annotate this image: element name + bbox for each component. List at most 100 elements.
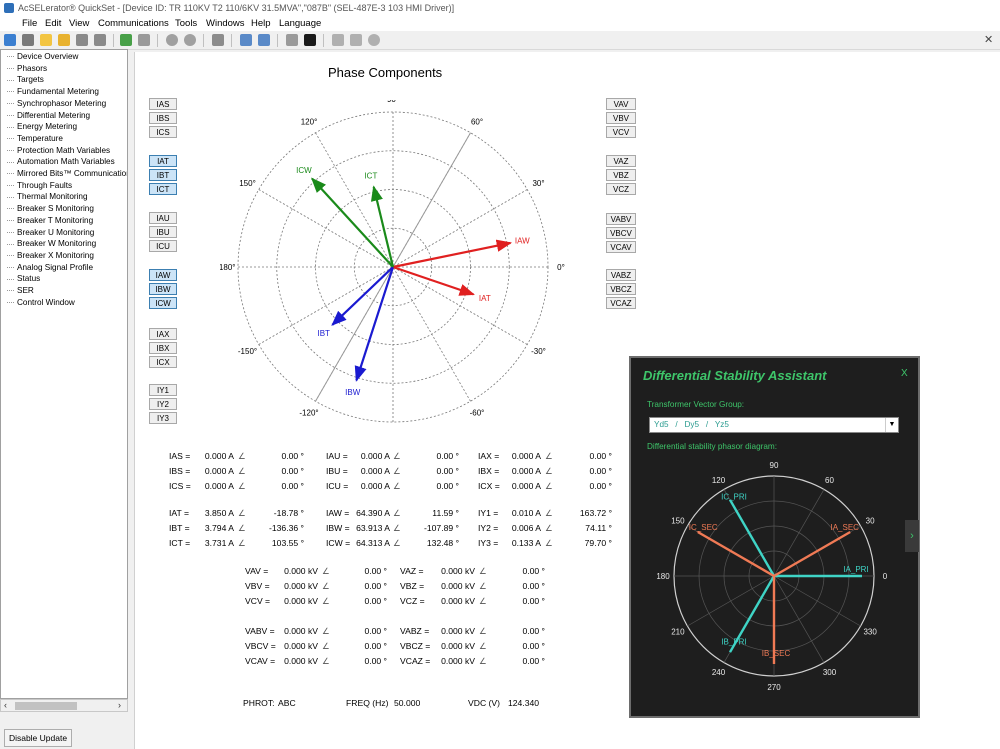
tools-icon[interactable] bbox=[212, 34, 224, 46]
tree-item-breaker-t[interactable]: Breaker T Monitoring bbox=[7, 216, 93, 225]
channel-button-vaz[interactable]: VAZ bbox=[606, 155, 636, 167]
channel-button-ibx[interactable]: IBX bbox=[149, 342, 177, 354]
forward-icon[interactable] bbox=[184, 34, 196, 46]
tree-item-breaker-s[interactable]: Breaker S Monitoring bbox=[7, 204, 94, 213]
channel-button-vbz[interactable]: VBZ bbox=[606, 169, 636, 181]
settings-icon[interactable] bbox=[22, 34, 34, 46]
channel-button-vabz[interactable]: VABZ bbox=[606, 269, 636, 281]
tree-item-targets[interactable]: Targets bbox=[7, 75, 44, 84]
channel-button-ics[interactable]: ICS bbox=[149, 126, 177, 138]
channel-button-iaw[interactable]: IAW bbox=[149, 269, 177, 281]
tree-item-status[interactable]: Status bbox=[7, 274, 40, 283]
channel-button-vcav[interactable]: VCAV bbox=[606, 241, 636, 253]
menu-language[interactable]: Language bbox=[279, 18, 322, 29]
channel-button-iat[interactable]: IAT bbox=[149, 155, 177, 167]
vector-group-select[interactable]: Yd5 / Dy5 / Yz5 ▼ bbox=[649, 417, 899, 433]
connect-icon[interactable] bbox=[4, 34, 16, 46]
open-folder-icon[interactable] bbox=[58, 34, 70, 46]
channel-button-icx[interactable]: ICX bbox=[149, 356, 177, 368]
menu-help[interactable]: Help bbox=[251, 18, 271, 29]
value-label: IBS = bbox=[169, 466, 191, 476]
layout-icon[interactable] bbox=[350, 34, 362, 46]
angle-icon: ∠ bbox=[393, 481, 401, 491]
tree-item-protection-math[interactable]: Protection Math Variables bbox=[7, 146, 110, 155]
channel-button-vcaz[interactable]: VCAZ bbox=[606, 297, 636, 309]
scroll-left-icon[interactable]: ‹ bbox=[4, 700, 7, 710]
channel-button-vav[interactable]: VAV bbox=[606, 98, 636, 110]
menu-view[interactable]: View bbox=[69, 18, 90, 29]
channel-button-iy3[interactable]: IY3 bbox=[149, 412, 177, 424]
tree-item-thermal-monitoring[interactable]: Thermal Monitoring bbox=[7, 192, 88, 201]
report-icon[interactable] bbox=[332, 34, 344, 46]
channel-button-ias[interactable]: IAS bbox=[149, 98, 177, 110]
channel-button-ibs[interactable]: IBS bbox=[149, 112, 177, 124]
tree-item-breaker-x[interactable]: Breaker X Monitoring bbox=[7, 251, 94, 260]
expand-panel-tab[interactable]: › bbox=[905, 520, 919, 552]
dsa-grid-spoke bbox=[773, 575, 861, 627]
value-angle: 74.11 ° bbox=[585, 523, 612, 533]
scrollbar-thumb[interactable] bbox=[15, 702, 77, 710]
disable-update-button[interactable]: Disable Update bbox=[4, 729, 72, 747]
dsa-close-button[interactable]: X bbox=[901, 368, 908, 379]
value-magnitude: 0.000 A bbox=[204, 451, 234, 461]
tree-item-analog-signal-profile[interactable]: Analog Signal Profile bbox=[7, 263, 93, 272]
tree-item-fundamental-metering[interactable]: Fundamental Metering bbox=[7, 87, 99, 96]
save-all-icon[interactable] bbox=[94, 34, 106, 46]
angle-label: 30° bbox=[532, 179, 544, 188]
transfer-icon[interactable] bbox=[258, 34, 270, 46]
tree-item-device-overview[interactable]: Device Overview bbox=[7, 52, 78, 61]
tree-item-differential-metering[interactable]: Differential Metering bbox=[7, 111, 90, 120]
menu-communications[interactable]: Communications bbox=[98, 18, 169, 29]
device-icon[interactable] bbox=[240, 34, 252, 46]
menu-windows[interactable]: Windows bbox=[206, 18, 245, 29]
channel-button-iax[interactable]: IAX bbox=[149, 328, 177, 340]
channel-button-ibw[interactable]: IBW bbox=[149, 283, 177, 295]
menu-tools[interactable]: Tools bbox=[175, 18, 198, 29]
save-icon[interactable] bbox=[76, 34, 88, 46]
tree-horizontal-scrollbar[interactable]: ‹ › bbox=[0, 699, 128, 712]
tree-item-breaker-w[interactable]: Breaker W Monitoring bbox=[7, 239, 96, 248]
channel-button-ibt[interactable]: IBT bbox=[149, 169, 177, 181]
new-icon[interactable] bbox=[40, 34, 52, 46]
tree-item-phasors[interactable]: Phasors bbox=[7, 64, 47, 73]
tree-item-ser[interactable]: SER bbox=[7, 286, 34, 295]
tree-item-energy-metering[interactable]: Energy Metering bbox=[7, 122, 77, 131]
chevron-down-icon[interactable]: ▼ bbox=[885, 418, 898, 432]
channel-button-vbcz[interactable]: VBCZ bbox=[606, 283, 636, 295]
tree-item-automation-math[interactable]: Automation Math Variables bbox=[7, 157, 115, 166]
channel-button-vbcv[interactable]: VBCV bbox=[606, 227, 636, 239]
value-label: IY1 = bbox=[478, 508, 499, 518]
menu-file[interactable]: File bbox=[22, 18, 38, 29]
hmi-icon[interactable] bbox=[286, 34, 298, 46]
tree-item-through-faults[interactable]: Through Faults bbox=[7, 181, 72, 190]
channel-button-vabv[interactable]: VABV bbox=[606, 213, 636, 225]
vdc-value: 124.340 bbox=[508, 698, 540, 708]
value-angle: 0.00 ° bbox=[522, 566, 545, 576]
options-icon[interactable] bbox=[368, 34, 380, 46]
menu-edit[interactable]: Edit bbox=[45, 18, 62, 29]
channel-button-vbv[interactable]: VBV bbox=[606, 112, 636, 124]
scroll-right-icon[interactable]: › bbox=[118, 700, 121, 710]
value-magnitude: 0.000 A bbox=[204, 481, 234, 491]
channel-button-vcz[interactable]: VCZ bbox=[606, 183, 636, 195]
send-icon[interactable] bbox=[138, 34, 150, 46]
tree-item-synchrophasor-metering[interactable]: Synchrophasor Metering bbox=[7, 99, 106, 108]
channel-button-iy1[interactable]: IY1 bbox=[149, 384, 177, 396]
tree-item-control-window[interactable]: Control Window bbox=[7, 298, 75, 307]
dsa-title: Differential Stability Assistant bbox=[643, 368, 827, 383]
channel-button-icw[interactable]: ICW bbox=[149, 297, 177, 309]
tree-item-temperature[interactable]: Temperature bbox=[7, 134, 63, 143]
channel-button-vcv[interactable]: VCV bbox=[606, 126, 636, 138]
read-icon[interactable] bbox=[120, 34, 132, 46]
terminal-icon[interactable] bbox=[304, 34, 316, 46]
close-doc-icon[interactable]: ✕ bbox=[984, 34, 994, 46]
channel-button-ibu[interactable]: IBU bbox=[149, 226, 177, 238]
channel-button-iy2[interactable]: IY2 bbox=[149, 398, 177, 410]
back-icon[interactable] bbox=[166, 34, 178, 46]
dsa-phasor-ib-pri bbox=[728, 575, 776, 653]
tree-item-mirrored-bits[interactable]: Mirrored Bits™ Communications bbox=[7, 169, 127, 178]
channel-button-ict[interactable]: ICT bbox=[149, 183, 177, 195]
channel-button-icu[interactable]: ICU bbox=[149, 240, 177, 252]
tree-item-breaker-u[interactable]: Breaker U Monitoring bbox=[7, 228, 94, 237]
channel-button-iau[interactable]: IAU bbox=[149, 212, 177, 224]
